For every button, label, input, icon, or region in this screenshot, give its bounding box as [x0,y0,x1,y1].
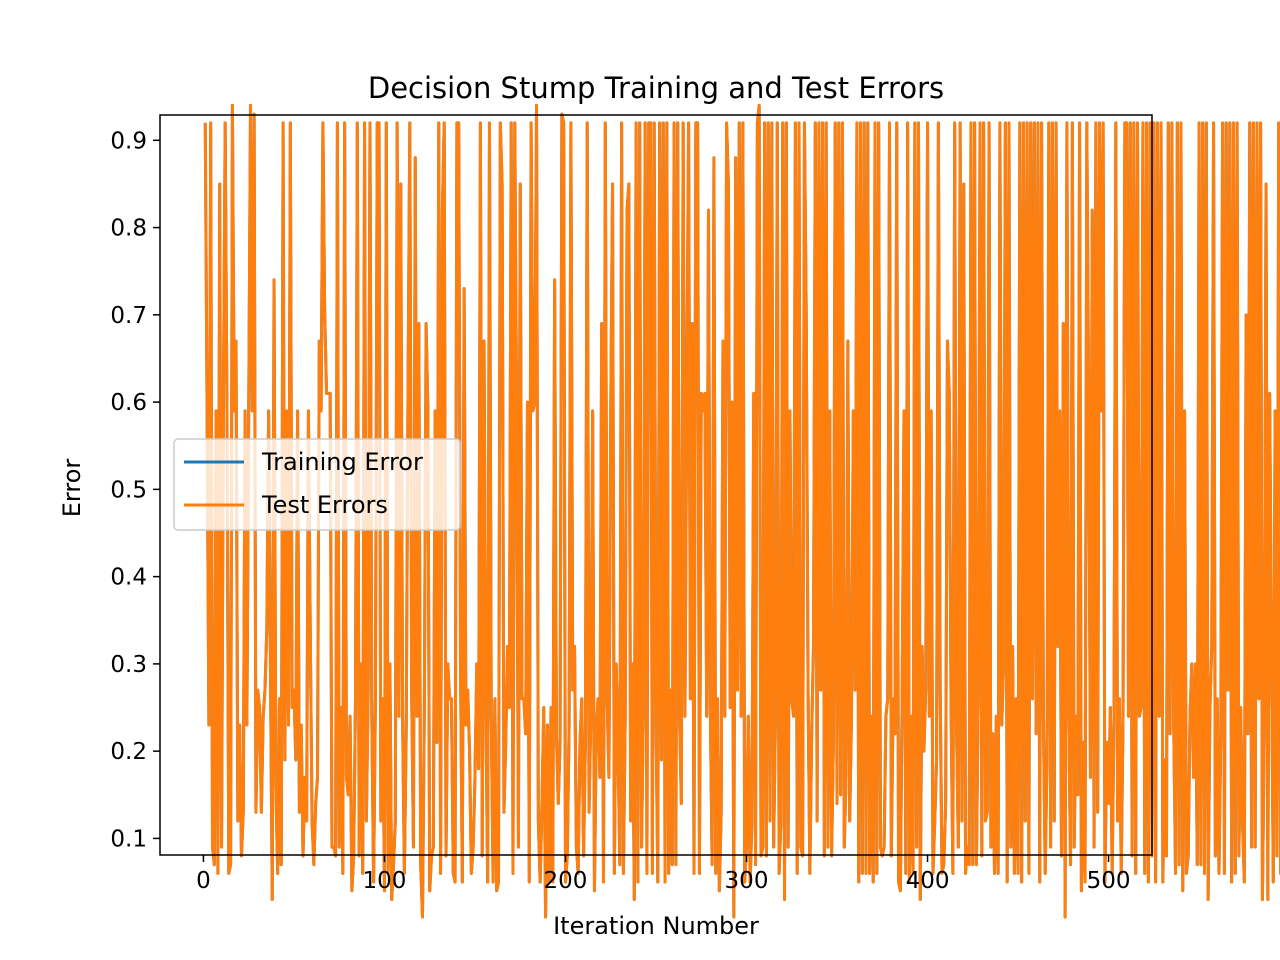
plot-area [203,103,1280,919]
x-tick-label: 300 [725,868,769,894]
y-tick-label: 0.1 [110,826,147,852]
series-line-test-errors [203,103,1280,919]
legend-label-test-errors: Test Errors [261,491,388,519]
y-tick-label: 0.9 [110,128,147,154]
legend: Training Error Test Errors [173,438,461,531]
x-tick-label: 0 [196,868,211,894]
plot-frame [159,114,1153,856]
y-tick-label: 0.5 [110,477,147,503]
legend-box [173,438,461,531]
x-tick-label: 100 [363,868,407,894]
y-tick-label: 0.8 [110,216,147,242]
x-tick-label: 400 [906,868,950,894]
y-axis: 0.1 0.2 0.3 0.4 0.5 0.6 0.7 0.8 0.9 [110,128,160,852]
y-tick-label: 0.7 [110,303,147,329]
y-tick-label: 0.3 [110,652,147,678]
x-tick-label: 200 [544,868,588,894]
y-tick-label: 0.4 [110,565,147,591]
chart-title: Decision Stump Training and Test Errors [368,71,944,105]
y-tick-label: 0.6 [110,390,147,416]
x-axis: 0 100 200 300 400 500 [196,855,1131,894]
legend-label-training-error: Training Error [261,448,423,476]
y-tick-label: 0.2 [110,739,147,765]
x-tick-label: 500 [1087,868,1131,894]
x-axis-title: Iteration Number [553,912,759,940]
y-axis-title: Error [58,459,86,518]
